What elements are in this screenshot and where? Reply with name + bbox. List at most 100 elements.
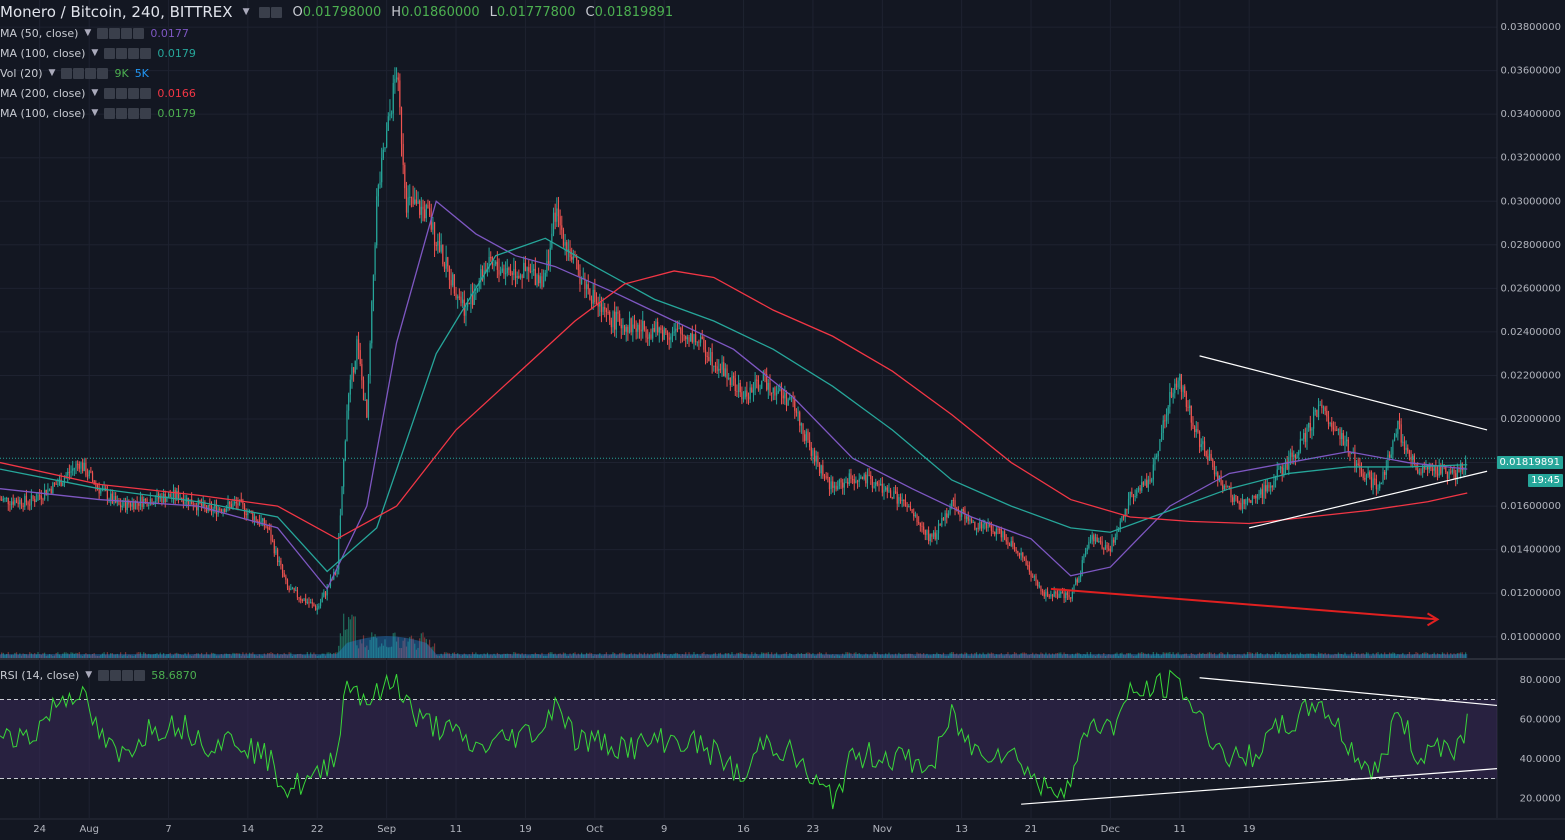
candle-body bbox=[314, 606, 317, 610]
indicator-controls[interactable] bbox=[104, 87, 152, 99]
volume-bar bbox=[427, 644, 429, 658]
volume-bar bbox=[485, 654, 487, 658]
indicator-row[interactable]: Vol (20) ▼ 9K 5K bbox=[0, 64, 149, 82]
chevron-down-icon[interactable]: ▼ bbox=[91, 48, 99, 58]
candle-body bbox=[1167, 406, 1169, 416]
volume-bar bbox=[1433, 652, 1435, 658]
price-axis[interactable]: 0.038000000.036000000.034000000.03200000… bbox=[1501, 22, 1561, 804]
symbol-controls[interactable] bbox=[259, 6, 283, 18]
chevron-down-icon[interactable]: ▼ bbox=[242, 7, 250, 17]
candle-body bbox=[255, 516, 257, 522]
indicator-label[interactable]: MA (100, close) bbox=[0, 46, 86, 60]
candle-body bbox=[627, 326, 629, 333]
indicator-controls[interactable] bbox=[104, 47, 152, 59]
candle-body bbox=[774, 387, 776, 396]
indicator-value: 0.0179 bbox=[157, 46, 196, 60]
indicator-label[interactable]: MA (100, close) bbox=[0, 106, 86, 120]
volume-bar bbox=[96, 655, 99, 658]
time-axis[interactable]: 24 Aug 7 14 22 Sep 11 19 Oct 9 16 23 Nov 13 21 Dec 11 19 bbox=[33, 824, 1255, 835]
symbol-title[interactable]: Monero / Bitcoin, 240, BITTREX bbox=[0, 3, 233, 21]
volume-bar bbox=[1342, 654, 1344, 658]
candle-body bbox=[1355, 463, 1358, 467]
indicator-label[interactable]: MA (200, close) bbox=[0, 86, 86, 100]
volume-bar bbox=[40, 654, 42, 658]
volume-bar bbox=[1256, 652, 1259, 658]
rsi-trendline bbox=[1021, 768, 1498, 805]
volume-bar bbox=[288, 652, 290, 658]
indicator-row[interactable]: MA (100, close) ▼ 0.0179 bbox=[0, 44, 196, 62]
rsi-controls[interactable] bbox=[98, 669, 146, 681]
volume-bar bbox=[891, 654, 893, 658]
candle-body bbox=[1420, 472, 1422, 474]
candle-body bbox=[855, 480, 857, 484]
volume-bar bbox=[6, 654, 8, 658]
volume-bar bbox=[301, 654, 303, 658]
indicator-row[interactable]: MA (200, close) ▼ 0.0166 bbox=[0, 84, 196, 102]
volume-bar bbox=[716, 655, 718, 658]
volume-bar bbox=[850, 653, 852, 658]
volume-bar bbox=[496, 652, 498, 658]
chevron-down-icon[interactable]: ▼ bbox=[91, 108, 99, 118]
price-candles[interactable] bbox=[0, 67, 1467, 615]
volume-bar bbox=[501, 654, 503, 658]
volume-bar bbox=[1037, 654, 1039, 658]
rsi-pane[interactable] bbox=[0, 669, 1498, 810]
indicator-controls[interactable] bbox=[61, 67, 109, 79]
chevron-down-icon[interactable]: ▼ bbox=[48, 68, 56, 78]
volume-bar bbox=[984, 654, 986, 658]
candle-body bbox=[1149, 479, 1151, 482]
indicator-row[interactable]: MA (100, close) ▼ 0.0179 bbox=[0, 104, 196, 122]
volume-bar bbox=[204, 654, 206, 658]
candle-body bbox=[840, 479, 842, 483]
candle-body bbox=[934, 532, 936, 540]
indicator-controls[interactable] bbox=[97, 27, 145, 39]
candle-body bbox=[48, 488, 51, 490]
volume-bar bbox=[926, 653, 928, 658]
volume-bar bbox=[467, 655, 469, 658]
indicator-label[interactable]: Vol (20) bbox=[0, 66, 43, 80]
volume-bar bbox=[189, 655, 191, 658]
volume-bar bbox=[733, 655, 735, 658]
indicator-row[interactable]: MA (50, close) ▼ 0.0177 bbox=[0, 24, 189, 42]
candle-body bbox=[409, 196, 411, 198]
candle-body bbox=[1080, 572, 1082, 578]
volume-bar bbox=[88, 654, 90, 658]
volume-bar bbox=[549, 652, 551, 658]
candle-body bbox=[1379, 483, 1381, 489]
candle-body bbox=[544, 272, 546, 281]
candle-body bbox=[686, 337, 688, 340]
candle-body bbox=[493, 264, 495, 266]
volume-bar bbox=[1382, 654, 1384, 658]
candle-body bbox=[1174, 383, 1176, 394]
candle-body bbox=[1450, 471, 1452, 473]
volume-bar bbox=[719, 652, 722, 658]
volume-bar bbox=[1427, 652, 1429, 658]
indicator-controls[interactable] bbox=[104, 107, 152, 119]
rsi-label[interactable]: RSI (14, close) bbox=[0, 668, 80, 682]
volume-bar bbox=[1450, 653, 1452, 658]
candle-body bbox=[273, 541, 275, 554]
chevron-down-icon[interactable]: ▼ bbox=[91, 88, 99, 98]
volume-bar bbox=[609, 655, 611, 658]
volume-bar bbox=[141, 655, 143, 658]
volume-bar bbox=[379, 646, 381, 658]
candle-body bbox=[600, 303, 603, 312]
trendlines[interactable] bbox=[1050, 355, 1488, 627]
candle-body bbox=[708, 357, 710, 362]
candle-body bbox=[528, 267, 530, 272]
volume-bar bbox=[19, 653, 21, 658]
volume-bar bbox=[749, 655, 751, 658]
volume-bar bbox=[1160, 655, 1163, 658]
volume-bar bbox=[351, 614, 353, 658]
candle-body bbox=[290, 588, 292, 591]
chevron-down-icon[interactable]: ▼ bbox=[84, 28, 92, 38]
volume-bar bbox=[1025, 653, 1027, 658]
candle-body bbox=[1126, 509, 1128, 511]
candle-body bbox=[149, 498, 151, 506]
chevron-down-icon[interactable]: ▼ bbox=[85, 670, 93, 680]
candle-body bbox=[1427, 465, 1429, 470]
candle-body bbox=[931, 534, 933, 537]
indicator-label[interactable]: MA (50, close) bbox=[0, 26, 79, 40]
volume-bar bbox=[574, 652, 576, 658]
